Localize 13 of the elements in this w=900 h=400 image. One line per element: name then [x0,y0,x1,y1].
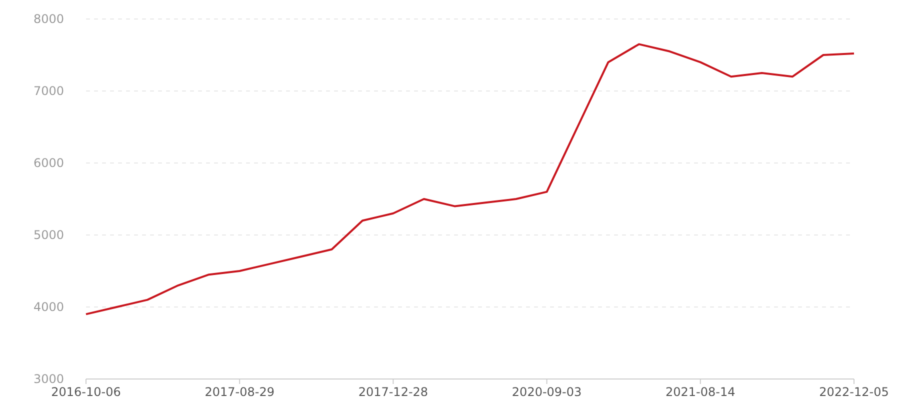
x-tick-label: 2017-12-28 [358,385,428,399]
y-tick-label: 4000 [33,300,64,314]
y-tick-label: 3000 [33,372,64,386]
x-tick-label: 2020-09-03 [512,385,582,399]
x-tick-label: 2022-12-05 [819,385,889,399]
y-tick-label: 7000 [33,84,64,98]
x-tick-label: 2021-08-14 [666,385,736,399]
x-tick-label: 2016-10-06 [51,385,121,399]
y-tick-label: 8000 [33,12,64,26]
line-series [85,43,855,316]
y-tick-label: 6000 [33,156,64,170]
x-tick-label: 2017-08-29 [204,385,274,399]
y-tick-label: 5000 [33,228,64,242]
